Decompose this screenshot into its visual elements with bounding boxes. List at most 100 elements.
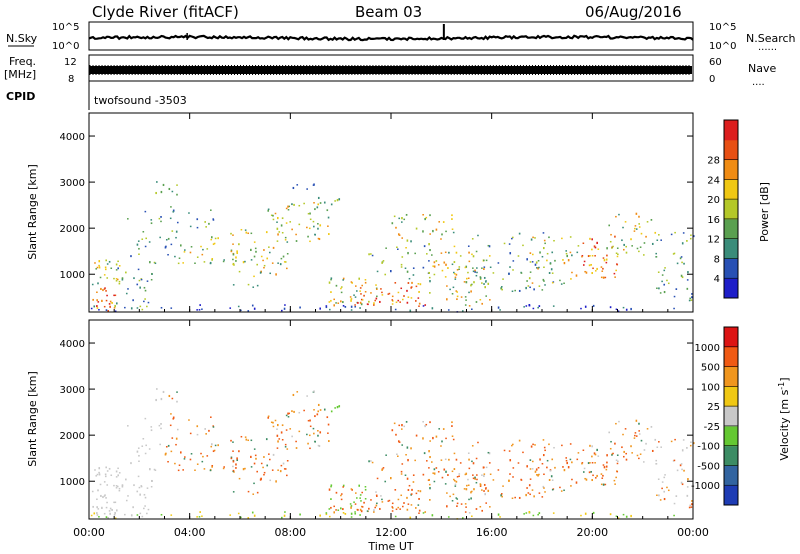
velocity-cell xyxy=(314,415,316,418)
power-cell xyxy=(373,302,375,305)
power-cell xyxy=(96,307,99,309)
velocity-cell xyxy=(327,423,330,426)
power-cell xyxy=(407,251,409,255)
velocity-cell xyxy=(459,462,462,464)
velocity-cell xyxy=(364,498,367,500)
velocity-cell xyxy=(623,450,625,453)
velocity-cell xyxy=(625,452,627,455)
power-cell xyxy=(406,239,409,242)
velocity-cell xyxy=(563,489,565,492)
velocity-cell xyxy=(286,474,288,477)
velocity-cell xyxy=(463,488,466,490)
power-cell xyxy=(364,279,367,281)
power-cell xyxy=(118,282,121,285)
velocity-cell xyxy=(368,460,370,463)
power-cell xyxy=(370,253,372,255)
velocity-cell xyxy=(565,457,568,459)
velocity-cell xyxy=(340,493,343,495)
velocity-cell xyxy=(253,514,256,517)
velocity-panel-frame xyxy=(88,319,694,520)
freq-tick-bottom: 8 xyxy=(68,74,74,85)
power-cell xyxy=(508,272,510,275)
colorbar-tick-label: -100 xyxy=(697,442,720,453)
power-cell xyxy=(446,298,448,301)
power-cell xyxy=(451,218,453,220)
power-cell xyxy=(342,304,345,307)
power-cell xyxy=(431,254,433,256)
velocity-cell xyxy=(281,516,283,519)
velocity-cell xyxy=(150,485,153,488)
velocity-cell xyxy=(594,462,596,464)
velocity-cell xyxy=(127,425,129,427)
power-cell xyxy=(512,236,514,239)
power-cell xyxy=(455,273,458,276)
colorbar-swatch xyxy=(724,465,738,486)
power-cell xyxy=(256,284,259,287)
power-cell xyxy=(168,187,171,191)
power-cell xyxy=(424,304,427,306)
velocity-cell xyxy=(287,412,289,415)
velocity-cell xyxy=(350,505,353,507)
power-cell xyxy=(103,305,106,308)
velocity-cell xyxy=(690,500,693,502)
power-cell xyxy=(141,238,144,240)
power-cell xyxy=(425,216,428,219)
velocity-cell xyxy=(414,459,416,462)
power-cell xyxy=(158,217,161,220)
power-cell xyxy=(422,214,424,216)
power-cell xyxy=(454,278,457,280)
velocity-cell xyxy=(488,462,491,464)
power-cell xyxy=(403,295,405,297)
power-cell xyxy=(108,303,111,305)
power-cell xyxy=(489,299,491,301)
power-cell xyxy=(591,248,593,251)
power-cell xyxy=(622,306,625,309)
velocity-cell xyxy=(101,506,103,509)
power-cell xyxy=(242,261,245,264)
power-cell xyxy=(456,295,459,298)
power-cell xyxy=(171,230,174,232)
velocity-cell xyxy=(511,497,514,500)
velocity-cell xyxy=(121,484,124,487)
power-cell xyxy=(447,309,450,311)
velocity-cell xyxy=(398,424,401,427)
power-cell xyxy=(274,212,277,215)
velocity-cell xyxy=(429,499,431,501)
velocity-cell xyxy=(470,497,472,500)
power-cell xyxy=(334,200,336,202)
power-cell xyxy=(417,283,420,285)
velocity-cell xyxy=(630,445,632,448)
velocity-cell xyxy=(230,457,233,460)
power-cell xyxy=(179,244,182,247)
power-cell xyxy=(487,244,490,247)
power-cell xyxy=(381,294,384,296)
velocity-cell xyxy=(541,496,544,498)
velocity-cell xyxy=(376,502,378,505)
velocity-cell xyxy=(408,484,411,487)
power-cell xyxy=(535,267,538,269)
power-cell xyxy=(414,252,416,255)
power-cell xyxy=(364,281,367,284)
velocity-cell xyxy=(479,505,482,508)
velocity-cell xyxy=(451,435,454,437)
power-cell xyxy=(642,254,645,256)
power-cell xyxy=(319,202,322,204)
power-cell xyxy=(108,260,111,263)
power-cell xyxy=(251,304,254,307)
power-cell xyxy=(624,221,627,223)
power-cell xyxy=(253,307,256,310)
power-cell xyxy=(447,267,449,269)
power-cell xyxy=(584,305,587,308)
velocity-cell xyxy=(203,468,206,470)
power-cell xyxy=(254,247,257,250)
power-cell xyxy=(499,309,501,311)
time-x-axis: 00:00 04:00 08:00 12:00 16:00 20:00 00:00 xyxy=(73,113,709,539)
power-cell xyxy=(115,280,118,282)
velocity-cell xyxy=(543,446,546,449)
velocity-cell xyxy=(397,498,400,501)
power-cell xyxy=(429,292,431,294)
power-cell xyxy=(484,281,487,283)
power-cell xyxy=(102,289,104,292)
power-cell xyxy=(466,277,468,280)
velocity-cell xyxy=(314,441,316,443)
